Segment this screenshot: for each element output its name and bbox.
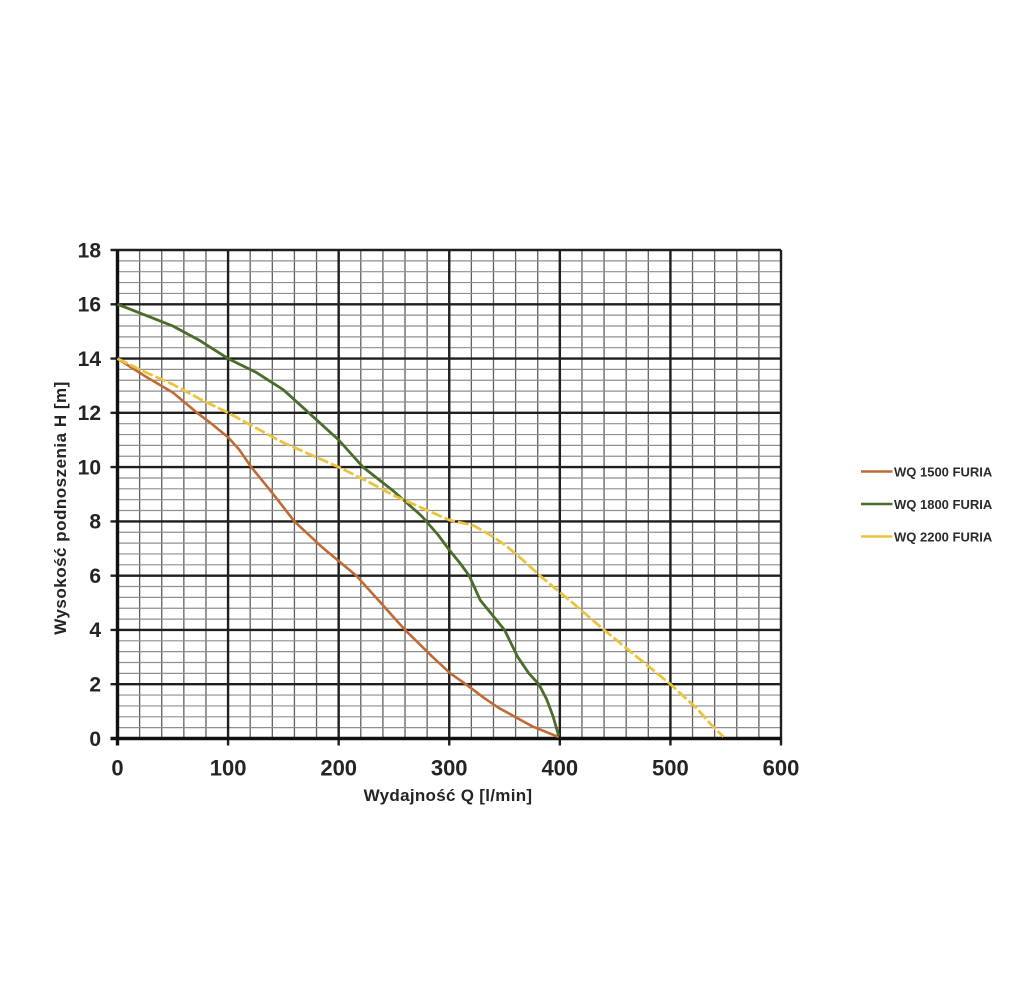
svg-text:12: 12 [78,402,101,425]
svg-text:6: 6 [89,565,101,588]
svg-text:18: 18 [78,239,102,262]
svg-text:4: 4 [89,619,101,642]
svg-text:8: 8 [89,511,101,534]
svg-text:100: 100 [210,756,247,781]
svg-text:0: 0 [111,756,123,781]
svg-text:Wysokość podnoszenia H [m]: Wysokość podnoszenia H [m] [51,381,70,635]
svg-text:300: 300 [431,756,468,781]
svg-text:10: 10 [78,456,101,479]
svg-text:200: 200 [320,756,357,781]
svg-text:WQ 1800 FURIA: WQ 1800 FURIA [894,497,993,512]
svg-text:600: 600 [763,756,800,781]
svg-text:2: 2 [89,674,101,697]
svg-text:16: 16 [78,294,101,317]
svg-text:WQ 1500 FURIA: WQ 1500 FURIA [894,464,993,479]
svg-text:Wydajność Q [l/min]: Wydajność Q [l/min] [364,786,533,805]
svg-text:WQ 2200 FURIA: WQ 2200 FURIA [894,529,993,544]
svg-text:400: 400 [541,756,578,781]
svg-text:0: 0 [89,728,101,751]
svg-text:14: 14 [78,348,102,371]
svg-text:500: 500 [652,756,689,781]
